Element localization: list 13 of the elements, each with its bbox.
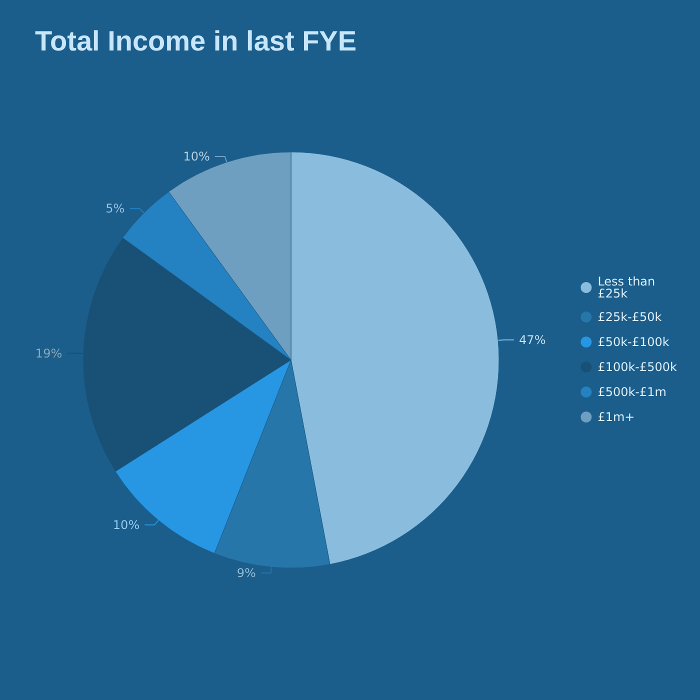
chart-title: Total Income in last FYE	[35, 26, 357, 56]
legend-label: Less than £25k	[598, 274, 656, 300]
legend-label: £50k-£100k	[598, 335, 670, 349]
legend-label: £1m+	[598, 410, 635, 424]
data-label: 5%	[106, 202, 125, 216]
data-label: 47%	[519, 332, 546, 347]
data-label: 10%	[183, 149, 210, 164]
legend-label: £500k-£1m	[598, 385, 666, 399]
data-label: 9%	[236, 566, 256, 580]
legend-label: £25k-£50k	[598, 310, 662, 324]
legend-label: £100k-£500k	[598, 360, 678, 374]
data-label: 19%	[35, 346, 62, 360]
data-label: 10%	[112, 518, 140, 532]
